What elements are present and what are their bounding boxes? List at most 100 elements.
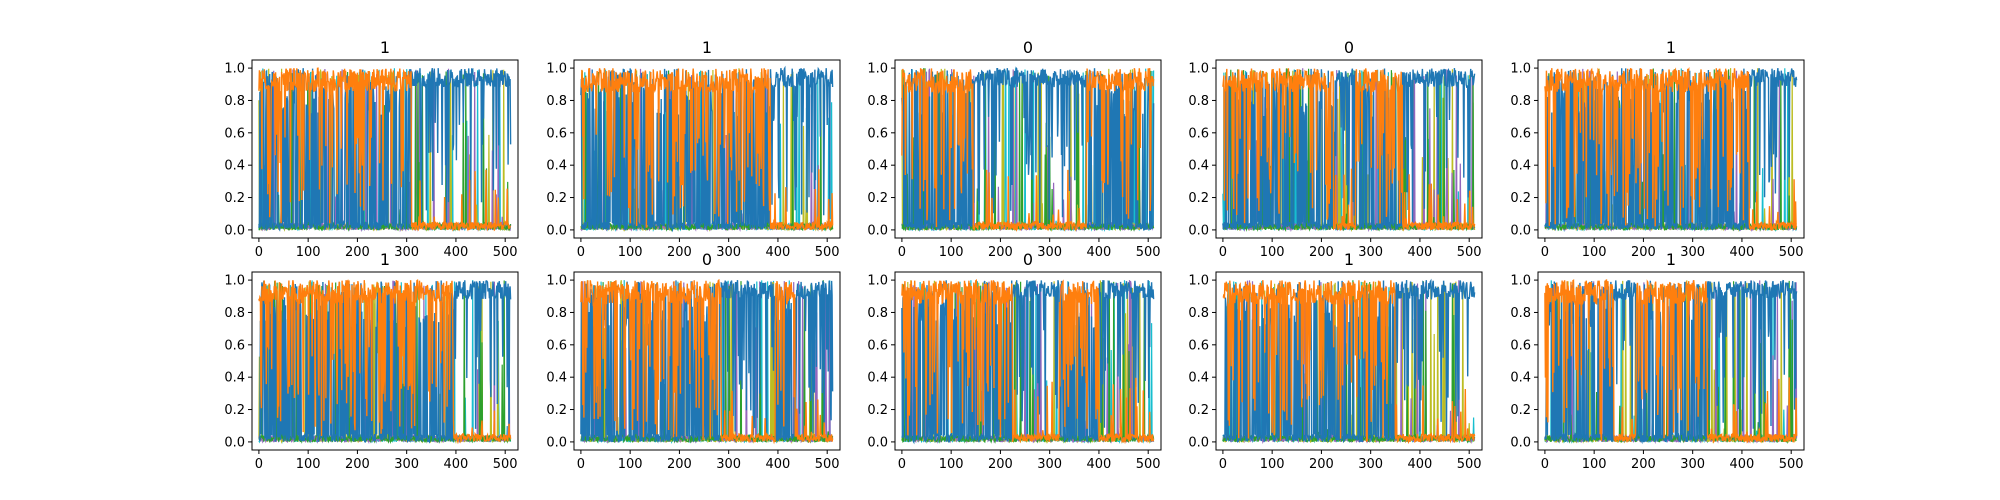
x-tick-label: 400 <box>766 457 791 472</box>
subplot-5: 0 100 200 300 400 500 0.0 0.2 0.4 0.6 0.8 1.0 1 <box>1510 38 1805 260</box>
subplot-9: 0 100 200 300 400 500 0.0 0.2 0.4 0.6 0.8 1.0 1 <box>1188 250 1483 472</box>
axes-frame <box>573 59 841 239</box>
x-tick-label: 100 <box>1582 245 1607 260</box>
y-tick-label: 0.2 <box>224 403 245 418</box>
x-tick-label: 400 <box>1087 245 1112 260</box>
x-tick-label: 100 <box>1260 245 1285 260</box>
x-tick-label: 100 <box>296 457 321 472</box>
y-tick-label: 0.6 <box>1188 338 1209 353</box>
y-tick-label: 0.0 <box>1188 223 1209 238</box>
y-tick-label: 0.2 <box>224 191 245 206</box>
x-tick-label: 500 <box>1136 457 1161 472</box>
x-tick-label: 100 <box>939 457 964 472</box>
plot-area <box>258 279 512 445</box>
x-tick-label: 500 <box>815 457 840 472</box>
x-tick-label: 0 <box>577 245 585 260</box>
y-tick-label: 0.2 <box>867 191 888 206</box>
subplot-title: 1 <box>702 38 712 57</box>
series-line <box>1544 68 1798 232</box>
y-tick-label: 0.4 <box>1510 159 1531 174</box>
series-line <box>258 279 512 445</box>
y-tick-label: 0.4 <box>224 371 245 386</box>
series-line <box>1544 279 1798 444</box>
x-tick-label: 300 <box>1680 245 1705 260</box>
y-tick-label: 1.0 <box>1188 274 1209 289</box>
plot-area <box>580 278 834 445</box>
x-tick-label: 300 <box>394 457 419 472</box>
x-tick-label: 200 <box>667 245 692 260</box>
y-tick-label: 0.8 <box>546 306 567 321</box>
y-tick-label: 0.6 <box>867 338 888 353</box>
x-tick-label: 0 <box>577 457 585 472</box>
y-tick-label: 0.6 <box>546 338 567 353</box>
plot-area <box>901 66 1155 233</box>
y-tick-label: 0.0 <box>224 435 245 450</box>
x-tick-label: 500 <box>1779 457 1804 472</box>
x-tick-label: 400 <box>766 245 791 260</box>
y-tick-label: 0.8 <box>546 94 567 109</box>
x-tick-label: 300 <box>394 245 419 260</box>
subplot-8: 0 100 200 300 400 500 0.0 0.2 0.4 0.6 0.8 1.0 0 <box>867 250 1162 472</box>
y-tick-label: 0.0 <box>1510 223 1531 238</box>
x-tick-label: 300 <box>1037 457 1062 472</box>
x-tick-label: 200 <box>1631 457 1656 472</box>
x-tick-label: 200 <box>988 457 1013 472</box>
series-line <box>580 278 834 445</box>
y-tick-label: 1.0 <box>1188 62 1209 77</box>
y-tick-label: 0.8 <box>224 94 245 109</box>
subplot-10: 0 100 200 300 400 500 0.0 0.2 0.4 0.6 0.8 1.0 1 <box>1510 250 1805 472</box>
subplot-title: 0 <box>1344 38 1354 57</box>
y-tick-label: 1.0 <box>224 274 245 289</box>
y-tick-label: 0.2 <box>1510 403 1531 418</box>
y-tick-label: 0.0 <box>867 223 888 238</box>
y-tick-label: 0.4 <box>867 371 888 386</box>
x-tick-label: 100 <box>1582 457 1607 472</box>
y-tick-label: 0.6 <box>1510 338 1531 353</box>
x-tick-label: 0 <box>1219 245 1227 260</box>
y-tick-label: 0.4 <box>1510 371 1531 386</box>
x-tick-label: 400 <box>444 245 469 260</box>
x-tick-label: 200 <box>667 457 692 472</box>
x-tick-label: 300 <box>716 245 741 260</box>
y-tick-label: 0.6 <box>546 126 567 141</box>
x-tick-label: 100 <box>618 457 643 472</box>
x-tick-label: 300 <box>1358 457 1383 472</box>
x-tick-label: 0 <box>255 245 263 260</box>
subplot-2: 0 100 200 300 400 500 0.0 0.2 0.4 0.6 0.8 1.0 1 <box>546 38 841 260</box>
x-tick-label: 400 <box>444 457 469 472</box>
subplot-title: 1 <box>380 38 390 57</box>
axes-frame <box>1537 271 1805 451</box>
x-tick-label: 200 <box>1309 457 1334 472</box>
y-tick-label: 1.0 <box>546 274 567 289</box>
series-line <box>1222 68 1476 232</box>
series-line <box>901 278 1155 445</box>
y-tick-label: 0.0 <box>546 435 567 450</box>
x-tick-label: 200 <box>1309 245 1334 260</box>
x-tick-label: 0 <box>898 245 906 260</box>
x-tick-label: 500 <box>1779 245 1804 260</box>
y-tick-label: 0.0 <box>1188 435 1209 450</box>
series-line <box>901 66 1155 232</box>
y-tick-label: 1.0 <box>224 62 245 77</box>
x-tick-label: 300 <box>1358 245 1383 260</box>
subplot-title: 0 <box>1023 250 1033 269</box>
x-tick-label: 100 <box>1260 457 1285 472</box>
series-line <box>1544 66 1797 232</box>
x-tick-label: 0 <box>1541 245 1549 260</box>
y-tick-label: 0.4 <box>224 159 245 174</box>
y-tick-label: 0.0 <box>224 223 245 238</box>
y-tick-label: 0.2 <box>1188 191 1209 206</box>
y-tick-label: 0.2 <box>1188 403 1209 418</box>
y-tick-label: 0.0 <box>867 435 888 450</box>
y-tick-label: 0.2 <box>546 191 567 206</box>
x-tick-label: 300 <box>1680 457 1705 472</box>
x-tick-label: 100 <box>296 245 321 260</box>
x-tick-label: 500 <box>1457 245 1482 260</box>
y-tick-label: 1.0 <box>1510 62 1531 77</box>
y-tick-label: 0.0 <box>1510 435 1531 450</box>
x-tick-label: 200 <box>345 245 370 260</box>
subplot-1: 0 100 200 300 400 500 0.0 0.2 0.4 0.6 0.8 1.0 1 <box>224 38 519 260</box>
x-tick-label: 200 <box>1631 245 1656 260</box>
